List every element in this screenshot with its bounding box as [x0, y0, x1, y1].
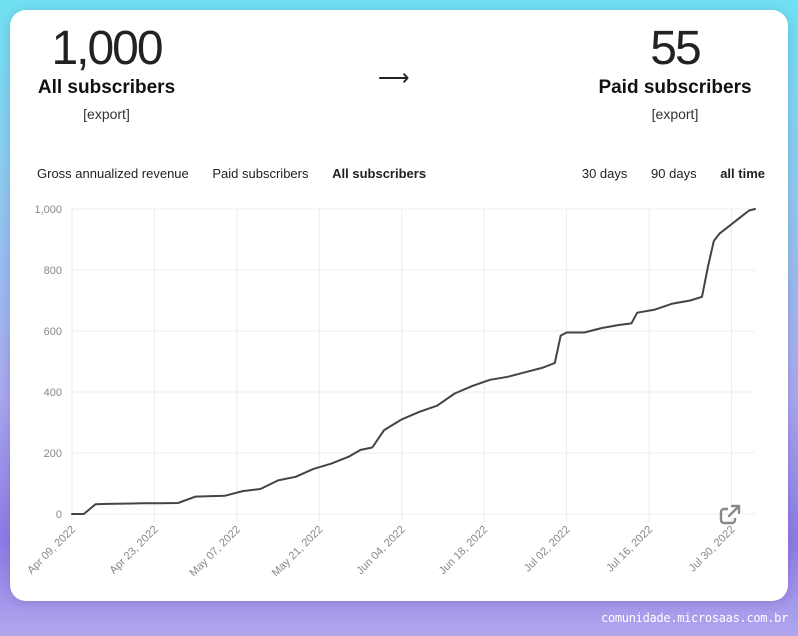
paid-subscribers-label: Paid subscribers [598, 77, 752, 98]
watermark-text: comunidade.microsaas.com.br [601, 611, 788, 625]
x-tick-label: Jul 02, 2022 [522, 524, 573, 575]
x-tick-label: Apr 09, 2022 [25, 524, 78, 577]
tab-paid-subscribers[interactable]: Paid subscribers [212, 166, 309, 181]
all-subscribers-label: All subscribers [37, 77, 176, 98]
all-subscribers-export-link[interactable]: [export] [83, 106, 130, 122]
paid-subscribers-stat: 55 Paid subscribers [export] [590, 22, 760, 124]
y-tick-label: 600 [44, 326, 62, 338]
series-line-all-subscribers [71, 208, 756, 515]
all-subscribers-count: 1,000 [51, 22, 163, 75]
x-tick-label: May 07, 2022 [187, 524, 243, 580]
tab-30-days[interactable]: 30 days [581, 166, 628, 181]
all-subscribers-stat: 1,000 All subscribers [export] [30, 22, 183, 124]
x-tick-label: Jul 30, 2022 [687, 524, 738, 575]
tab-90-days[interactable]: 90 days [651, 166, 697, 181]
range-tabs: 30 days 90 days all time [582, 166, 765, 181]
y-tick-label: 0 [56, 509, 62, 521]
tab-all-time[interactable]: all time [720, 166, 765, 181]
x-tick-label: Jul 16, 2022 [604, 524, 655, 575]
arrow-right-icon: ⟶ [378, 65, 410, 90]
subscribers-line-chart: 0 200 400 600 800 1,000 Apr 09, 2022 Apr 23, 20… [25, 204, 756, 580]
tab-all-subscribers[interactable]: All subscribers [332, 166, 427, 181]
paid-subscribers-count: 55 [650, 22, 701, 75]
tab-gross-annualized-revenue[interactable]: Gross annualized revenue [37, 166, 189, 181]
x-tick-label: Apr 23, 2022 [108, 524, 161, 577]
x-tick-label: Jun 18, 2022 [437, 524, 490, 577]
y-tick-label: 400 [44, 387, 62, 399]
subscribers-card: 1,000 All subscribers [export] ⟶ 55 Paid… [10, 10, 788, 601]
x-tick-label: May 21, 2022 [270, 524, 326, 580]
x-tick-label: Jun 04, 2022 [354, 524, 407, 577]
y-tick-label: 200 [44, 448, 62, 460]
external-link-icon[interactable] [719, 504, 742, 525]
y-tick-label: 800 [44, 265, 62, 277]
y-tick-label: 1,000 [34, 204, 62, 216]
paid-subscribers-export-link[interactable]: [export] [651, 106, 699, 122]
metric-tabs: Gross annualized revenue Paid subscriber… [37, 166, 446, 181]
